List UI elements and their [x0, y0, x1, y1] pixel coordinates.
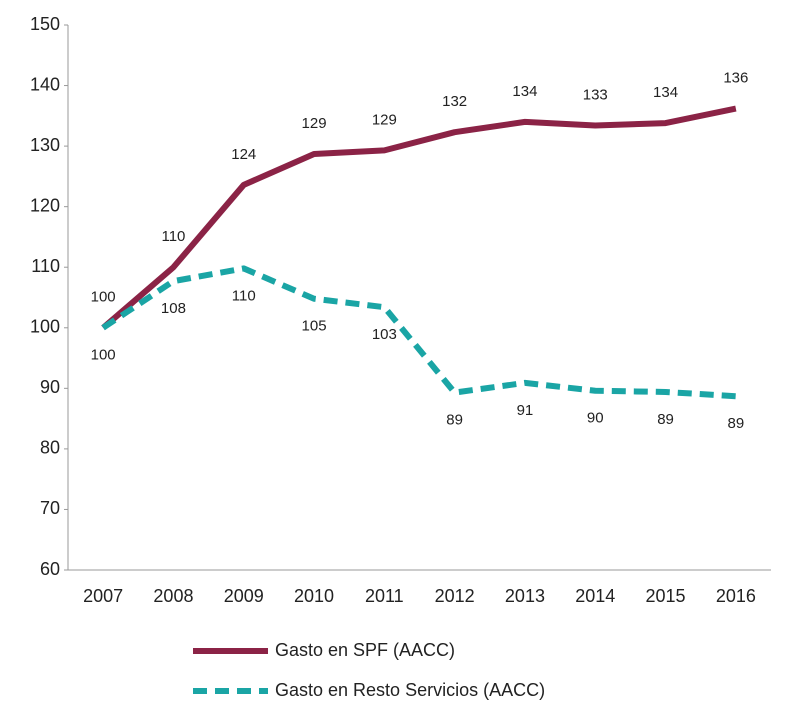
- x-tick-label: 2013: [505, 586, 545, 606]
- data-label: 89: [657, 411, 674, 428]
- data-label: 90: [587, 410, 604, 427]
- data-label: 134: [512, 83, 537, 100]
- x-tick-label: 2011: [365, 586, 404, 606]
- y-tick-label: 80: [40, 438, 60, 458]
- series-line: [101, 105, 737, 331]
- y-tick-label: 140: [30, 74, 60, 94]
- x-tick-label: 2009: [224, 586, 264, 606]
- y-tick-label: 120: [30, 195, 60, 215]
- data-label: 103: [372, 326, 397, 343]
- data-label: 124: [231, 146, 256, 163]
- y-tick-label: 70: [40, 498, 60, 518]
- x-tick-label: 2012: [435, 586, 475, 606]
- legend-label: Gasto en Resto Servicios (AACC): [275, 680, 545, 700]
- data-label: 136: [723, 70, 748, 87]
- x-tick-label: 2008: [153, 586, 193, 606]
- y-tick-label: 90: [40, 377, 60, 397]
- x-tick-label: 2015: [646, 586, 686, 606]
- data-label: 110: [232, 287, 256, 304]
- legend-label: Gasto en SPF (AACC): [275, 640, 455, 660]
- y-tick-label: 100: [30, 317, 60, 337]
- x-tick-label: 2016: [716, 586, 756, 606]
- data-label: 110: [161, 228, 185, 245]
- data-label: 100: [91, 289, 116, 306]
- data-label: 105: [302, 318, 327, 335]
- series-line: [101, 265, 737, 400]
- x-tick-label: 2014: [575, 586, 615, 606]
- y-tick-label: 60: [40, 559, 60, 579]
- data-label: 89: [446, 412, 463, 429]
- data-label: 133: [583, 86, 608, 103]
- x-tick-label: 2007: [83, 586, 123, 606]
- data-label: 91: [517, 402, 534, 419]
- x-tick-label: 2010: [294, 586, 334, 606]
- data-label: 100: [91, 347, 116, 364]
- data-label: 129: [302, 115, 327, 132]
- data-label: 108: [161, 300, 186, 317]
- y-tick-label: 130: [30, 135, 60, 155]
- data-label: 134: [653, 84, 678, 101]
- y-tick-label: 110: [31, 256, 60, 276]
- data-label: 132: [442, 93, 467, 110]
- data-label: 129: [372, 111, 397, 128]
- y-tick-label: 150: [30, 14, 60, 34]
- data-label: 89: [728, 415, 745, 432]
